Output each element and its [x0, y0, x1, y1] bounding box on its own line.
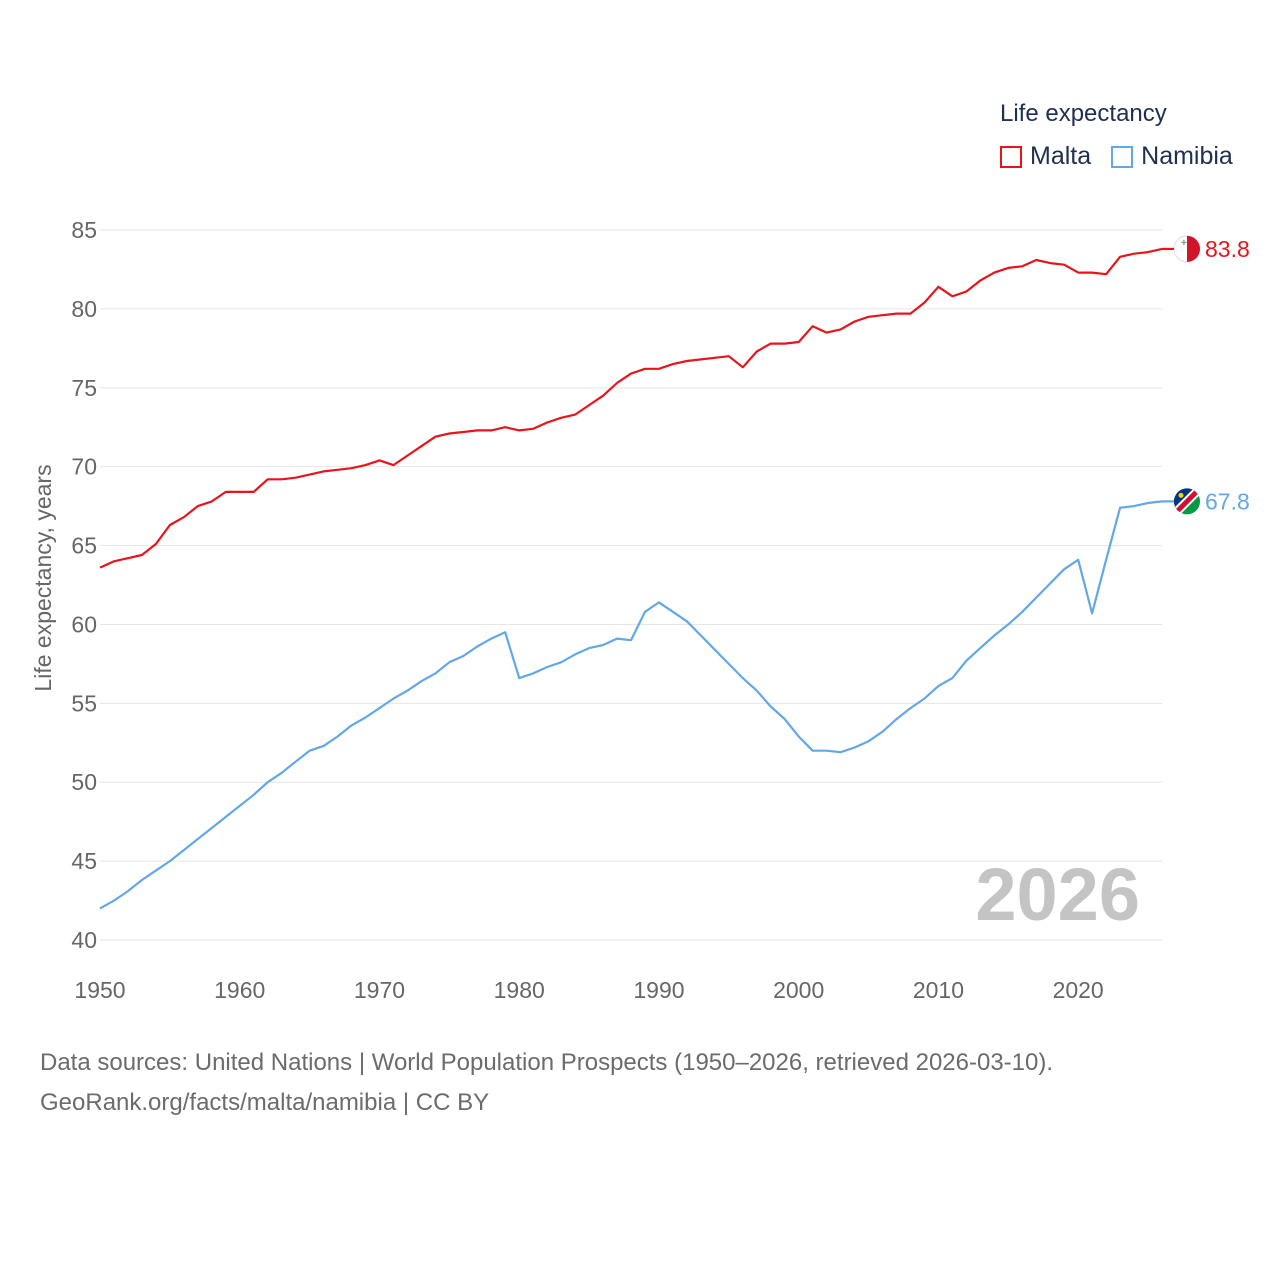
y-tick-label-80: 80	[71, 296, 97, 322]
legend-title: Life expectancy	[1000, 100, 1167, 127]
y-tick-label-45: 45	[71, 848, 97, 874]
series-lines	[99, 247, 1163, 910]
namibia-flag-icon	[1174, 488, 1200, 515]
legend-label-malta: Malta	[1030, 142, 1092, 170]
life-expectancy-chart: 40 45 50 55 60 65 70 75 80 85 1950 1960 1970 1980 199…	[30, 217, 1250, 1003]
y-tick-label-70: 70	[71, 454, 97, 480]
legend-item-malta[interactable]: Malta	[1000, 142, 1091, 171]
x-tick-label-2020: 2020	[1053, 977, 1104, 1003]
footer-source-line: Data sources: United Nations | World Pop…	[40, 1049, 1054, 1076]
legend-swatch-namibia	[1111, 145, 1134, 168]
end-value-label-malta: 83.8	[1205, 236, 1250, 262]
footer-link-line[interactable]: GeoRank.org/facts/malta/namibia | CC BY	[40, 1089, 490, 1116]
x-tick-label-1960: 1960	[214, 977, 265, 1003]
series-line-namibia[interactable]	[99, 500, 1163, 910]
y-tick-label-65: 65	[71, 533, 97, 559]
legend-swatch-malta	[1000, 145, 1022, 168]
grid-lines	[100, 229, 1162, 941]
x-tick-label-1990: 1990	[633, 977, 684, 1003]
legend: Malta Namibia	[1000, 142, 1253, 171]
x-tick-label-1970: 1970	[354, 977, 405, 1003]
data-source-footer: Data sources: United Nations | World Pop…	[40, 1043, 1053, 1123]
malta-flag-icon: ✚	[1173, 235, 1201, 263]
x-axis-ticks: 1950 1960 1970 1980 1990 2000 2010 2020	[74, 977, 1103, 1003]
x-tick-label-2000: 2000	[773, 977, 824, 1003]
y-axis-label: Life expectancy, years	[30, 464, 56, 691]
y-tick-label-55: 55	[71, 690, 97, 716]
year-watermark: 2026	[975, 853, 1140, 936]
series-line-malta[interactable]	[99, 247, 1163, 569]
y-tick-label-60: 60	[71, 611, 97, 637]
end-markers: ✚ 83.8 67.8	[1162, 235, 1250, 515]
y-axis-ticks: 40 45 50 55 60 65 70 75 80 85	[71, 217, 97, 953]
x-tick-label-1950: 1950	[74, 977, 125, 1003]
legend-item-namibia[interactable]: Namibia	[1111, 142, 1233, 171]
y-tick-label-85: 85	[71, 217, 97, 243]
y-tick-label-50: 50	[71, 769, 97, 795]
x-tick-label-1980: 1980	[494, 977, 545, 1003]
svg-text:✚: ✚	[1181, 239, 1187, 247]
y-tick-label-75: 75	[71, 375, 97, 401]
x-tick-label-2010: 2010	[913, 977, 964, 1003]
y-tick-label-40: 40	[71, 927, 97, 953]
end-value-label-namibia: 67.8	[1205, 488, 1250, 514]
legend-label-namibia: Namibia	[1141, 142, 1233, 170]
